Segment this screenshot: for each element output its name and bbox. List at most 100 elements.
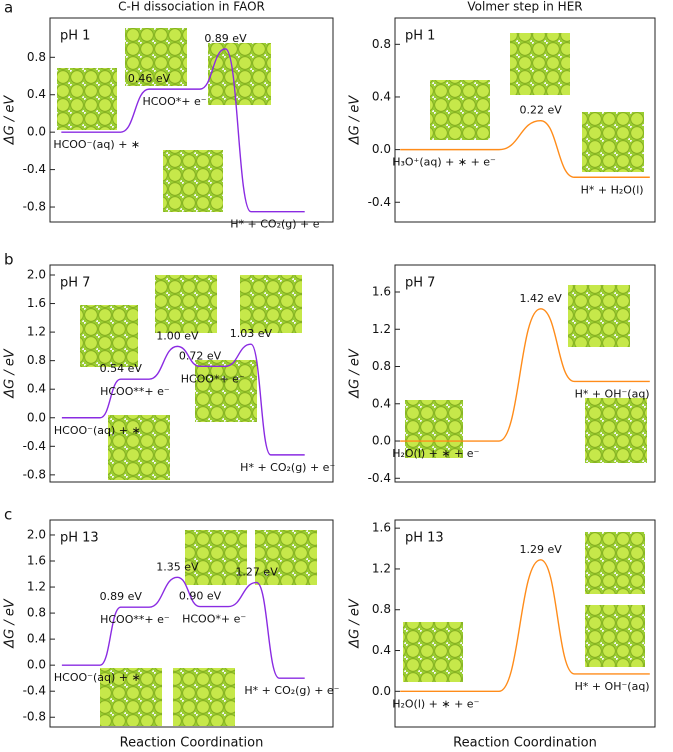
- x-axis-label: Reaction Coordination: [120, 736, 264, 751]
- plot-frame: [49, 519, 334, 728]
- y-tick-label: 1.2: [27, 580, 46, 594]
- energy-profile: [61, 576, 305, 679]
- state-label: HCOO⁻(aq) + ∗: [54, 671, 141, 684]
- value-label: 0.54 eV: [100, 362, 143, 375]
- plot-frame: [49, 17, 334, 223]
- y-tick-label: 0.0: [27, 125, 46, 139]
- y-tick-label: -0.4: [23, 684, 46, 698]
- state-label: HCOO**+ e⁻: [100, 613, 170, 626]
- y-tick-label: 0.8: [372, 602, 391, 616]
- y-tick-label: 1.2: [372, 561, 391, 575]
- energy-profile: [400, 308, 650, 442]
- structure-image: [255, 530, 317, 585]
- structure-image: [240, 275, 302, 333]
- y-tick-label: 0.4: [372, 396, 391, 410]
- y-tick-label: -0.8: [23, 467, 46, 481]
- y-tick-label: 0.8: [372, 359, 391, 373]
- state-label: HCOO⁻(aq) + ∗: [54, 424, 141, 437]
- state-label: H₂O(l) + ∗ + e⁻: [392, 447, 479, 460]
- y-axis-label: ΔG / eV: [3, 95, 18, 146]
- value-label: 0.22 eV: [519, 104, 562, 117]
- value-label: 1.42 eV: [519, 292, 562, 305]
- structure-image: [163, 150, 223, 212]
- chart-title: Volmer step in HER: [467, 0, 582, 14]
- y-tick-label: 1.6: [27, 296, 46, 310]
- panel-annotation: pH 1: [405, 29, 435, 44]
- structure-image: [585, 605, 645, 667]
- y-tick-label: -0.8: [23, 200, 46, 214]
- y-tick-label: 0.4: [27, 632, 46, 646]
- y-tick-label: 0.8: [27, 50, 46, 64]
- energy-profile: [400, 119, 650, 178]
- state-label: H* + H₂O(l): [581, 183, 644, 196]
- state-label: HCOO*+ e⁻: [182, 613, 246, 626]
- state-label: H* + OH⁻(aq): [575, 387, 650, 400]
- state-label: H₂O(l) + ∗ + e⁻: [392, 697, 479, 710]
- value-label: 1.29 eV: [519, 543, 562, 556]
- state-label: H* + OH⁻(aq): [575, 680, 650, 693]
- y-tick-label: 0.8: [27, 353, 46, 367]
- y-tick-label: 0.0: [372, 434, 391, 448]
- state-label: H* + CO₂(g) + e⁻: [240, 461, 335, 474]
- state-label: HCOO*+ e⁻: [181, 372, 245, 385]
- panel-annotation: pH 7: [60, 276, 90, 291]
- y-tick-label: 2.0: [27, 267, 46, 281]
- panel-annotation: pH 1: [60, 29, 90, 44]
- y-tick-label: 0.0: [372, 684, 391, 698]
- chart-title: C-H dissociation in FAOR: [118, 0, 265, 14]
- y-axis-label: ΔG / eV: [3, 598, 18, 649]
- plot-frame: [394, 519, 656, 728]
- y-tick-label: 0.4: [27, 382, 46, 396]
- state-label: HCOO**+ e⁻: [100, 385, 170, 398]
- structure-image: [405, 400, 463, 458]
- structure-image: [585, 398, 647, 463]
- structure-image: [185, 530, 247, 585]
- structure-image: [173, 668, 235, 726]
- state-label: H₃O⁺(aq) + ∗ + e⁻: [392, 156, 496, 169]
- structure-image: [80, 305, 138, 367]
- y-tick-label: 0.0: [27, 658, 46, 672]
- panel-label: c: [4, 506, 12, 524]
- y-axis-label: ΔG / eV: [3, 348, 18, 399]
- panel-annotation: pH 7: [405, 276, 435, 291]
- structure-image: [585, 532, 645, 594]
- y-tick-label: 1.2: [372, 322, 391, 336]
- y-tick-label: -0.4: [368, 195, 391, 209]
- value-label: 0.90 eV: [179, 590, 222, 603]
- value-label: 1.27 eV: [235, 565, 278, 578]
- structure-image: [108, 415, 170, 480]
- y-tick-label: 1.6: [372, 521, 391, 535]
- y-tick-label: 0.0: [27, 410, 46, 424]
- state-label: H* + CO₂(g) + e⁻: [244, 684, 339, 697]
- structure-image: [195, 360, 257, 422]
- y-tick-label: 0.4: [27, 87, 46, 101]
- value-label: 0.46 eV: [128, 72, 171, 85]
- y-tick-label: -0.4: [23, 162, 46, 176]
- value-label: 0.72 eV: [179, 349, 222, 362]
- y-tick-label: 0.8: [372, 37, 391, 51]
- y-tick-label: 1.6: [27, 554, 46, 568]
- structure-image: [403, 622, 463, 682]
- structure-image: [208, 43, 271, 105]
- panel-label: b: [4, 251, 14, 269]
- panel-annotation: pH 13: [60, 531, 99, 546]
- energy-profile: [400, 559, 650, 693]
- energy-profile: [61, 343, 305, 456]
- y-tick-label: 1.2: [27, 325, 46, 339]
- value-label: 1.35 eV: [156, 560, 199, 573]
- y-tick-label: 2.0: [27, 527, 46, 541]
- structure-image: [568, 285, 630, 347]
- structure-image: [430, 80, 490, 140]
- x-axis-label: Reaction Coordination: [453, 736, 597, 751]
- value-label: 1.03 eV: [230, 327, 273, 340]
- structure-image: [125, 28, 187, 86]
- y-tick-label: -0.4: [368, 471, 391, 485]
- state-label: HCOO⁻(aq) + ∗: [53, 138, 140, 151]
- plot-frame: [394, 264, 656, 483]
- structure-image: [155, 275, 217, 333]
- y-axis-label: ΔG / eV: [348, 598, 363, 649]
- y-axis-label: ΔG / eV: [348, 348, 363, 399]
- panel-label: a: [4, 0, 13, 17]
- state-label: H* + CO₂(g) + e⁻: [230, 218, 325, 231]
